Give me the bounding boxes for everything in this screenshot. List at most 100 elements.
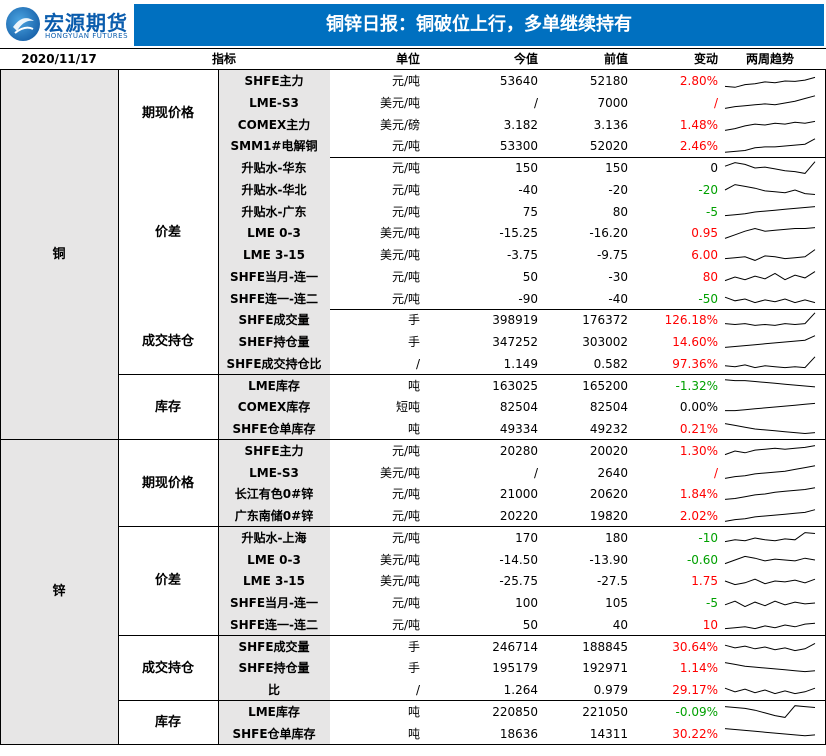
indicator-name: SHFE成交持仓比 bbox=[226, 356, 322, 371]
previous-value: 105 bbox=[605, 596, 628, 610]
group-label: 库存 bbox=[118, 700, 218, 745]
indicator-column-bg bbox=[218, 374, 330, 440]
trend-line bbox=[724, 444, 816, 455]
change-value: 0.95 bbox=[691, 226, 718, 241]
unit-value: 吨 bbox=[407, 378, 420, 393]
indicator-column-bg bbox=[218, 70, 330, 157]
trend-line bbox=[724, 335, 816, 348]
group-label: 期现价格 bbox=[118, 70, 218, 157]
previous-value: -30 bbox=[608, 269, 628, 284]
previous-value: 7000 bbox=[597, 95, 628, 110]
change-value: 10 bbox=[702, 617, 718, 632]
trend-sparkline bbox=[724, 296, 816, 303]
group-divider bbox=[118, 635, 826, 636]
previous-value: 40 bbox=[612, 617, 628, 632]
trend-sparkline bbox=[724, 662, 816, 673]
group-label: 期现价格 bbox=[118, 439, 218, 527]
indicator-column-bg bbox=[218, 635, 330, 701]
change-value: 0.21% bbox=[679, 422, 718, 436]
group-divider bbox=[118, 308, 826, 310]
unit-value: 吨 bbox=[407, 726, 420, 741]
current-value: 20220 bbox=[499, 509, 538, 523]
unit-value: / bbox=[415, 683, 420, 697]
current-value: 3.182 bbox=[503, 117, 538, 132]
previous-header: 前值 bbox=[603, 52, 628, 66]
current-value: -25.75 bbox=[499, 574, 538, 589]
indicator-column-bg bbox=[218, 309, 330, 375]
unit-value: 元/吨 bbox=[391, 596, 420, 610]
table-row: LME 3-15 美元/吨 -3.75 -9.75 6.00 bbox=[218, 244, 824, 266]
current-value: 1.264 bbox=[503, 683, 538, 697]
table-row: COMEX库存 短吨 82504 82504 0.00% bbox=[218, 396, 824, 418]
trend-line bbox=[724, 76, 816, 88]
group-label: 价差 bbox=[118, 526, 218, 636]
change-value: 1.48% bbox=[679, 117, 718, 132]
previous-value: 82504 bbox=[589, 400, 628, 415]
table-row: SHFE持仓量 手 195179 192971 1.14% bbox=[218, 657, 824, 679]
table-row: LME-S3 美元/吨 / 2640 / bbox=[218, 462, 824, 484]
trend-line bbox=[724, 312, 816, 327]
previous-value: 3.136 bbox=[593, 117, 628, 132]
unit-value: 美元/吨 bbox=[379, 248, 420, 262]
previous-value: 49232 bbox=[589, 422, 628, 436]
trend-sparkline bbox=[724, 138, 816, 154]
table-row: SHEF持仓量 手 347252 303002 14.60% bbox=[218, 331, 824, 353]
current-value: 195179 bbox=[492, 661, 538, 676]
trend-line bbox=[725, 403, 816, 412]
previous-value: 303002 bbox=[582, 335, 628, 349]
logo-chinese-name: 宏源期货 bbox=[44, 11, 128, 35]
previous-value: 221050 bbox=[582, 704, 628, 719]
indicator-column-bg bbox=[218, 526, 330, 636]
indicator-name: SHFE主力 bbox=[244, 74, 304, 88]
current-value: -3.75 bbox=[506, 248, 538, 262]
trend-sparkline bbox=[725, 403, 816, 412]
current-value: -14.50 bbox=[499, 552, 538, 567]
change-value: -5 bbox=[706, 204, 718, 219]
trend-sparkline bbox=[724, 249, 816, 261]
indicator-name: 升贴水-华东 bbox=[241, 161, 307, 175]
indicator-name: SHEF持仓量 bbox=[238, 335, 310, 349]
previous-value: 150 bbox=[605, 161, 628, 175]
previous-value: 14311 bbox=[589, 726, 628, 741]
change-value: 14.60% bbox=[672, 335, 718, 349]
previous-value: 52180 bbox=[589, 74, 628, 88]
current-value: 20280 bbox=[499, 443, 538, 458]
table-row: SHFE当月-连一 元/吨 100 105 -5 bbox=[218, 592, 824, 614]
trend-line bbox=[724, 249, 816, 261]
trend-sparkline bbox=[724, 555, 816, 564]
previous-value: 0.979 bbox=[593, 683, 628, 697]
trend-line bbox=[724, 270, 816, 281]
indicator-name: SHFE成交量 bbox=[238, 639, 310, 654]
previous-value: -9.75 bbox=[596, 248, 628, 262]
previous-value: 192971 bbox=[582, 661, 628, 676]
trend-sparkline bbox=[724, 270, 816, 281]
previous-value: -20 bbox=[608, 182, 628, 197]
indicator-name: COMEX主力 bbox=[237, 117, 311, 132]
previous-value: 80 bbox=[612, 204, 628, 219]
change-value: -1.32% bbox=[675, 378, 718, 393]
unit-value: 美元/吨 bbox=[379, 574, 420, 589]
indicator-name: LME 3-15 bbox=[243, 248, 305, 262]
current-value: 347252 bbox=[492, 335, 538, 349]
table-row: LME库存 吨 163025 165200 -1.32% bbox=[218, 375, 824, 397]
group-label: 价差 bbox=[118, 157, 218, 310]
unit-value: 元/吨 bbox=[391, 530, 420, 545]
trend-sparkline bbox=[724, 642, 816, 651]
change-value: 1.14% bbox=[679, 661, 718, 676]
trend-line bbox=[724, 642, 816, 651]
trend-line bbox=[724, 509, 816, 522]
table-row: LME 0-3 美元/吨 -15.25 -16.20 0.95 bbox=[218, 222, 824, 244]
current-value: 18636 bbox=[499, 726, 538, 741]
unit-value: 美元/吨 bbox=[379, 95, 420, 110]
change-value: 30.22% bbox=[672, 726, 718, 741]
trend-line bbox=[724, 704, 816, 718]
unit-value: 元/吨 bbox=[391, 204, 420, 219]
table-row: SHFE当月-连一 元/吨 50 -30 80 bbox=[218, 266, 824, 288]
trend-line bbox=[724, 227, 816, 240]
previous-value: 52020 bbox=[589, 139, 628, 154]
change-value: -0.60 bbox=[686, 552, 718, 567]
table-row: SHFE成交量 手 398919 176372 126.18% bbox=[218, 309, 824, 331]
trend-sparkline bbox=[724, 120, 816, 131]
previous-value: 19820 bbox=[589, 509, 628, 523]
vertical-rule bbox=[218, 70, 219, 745]
